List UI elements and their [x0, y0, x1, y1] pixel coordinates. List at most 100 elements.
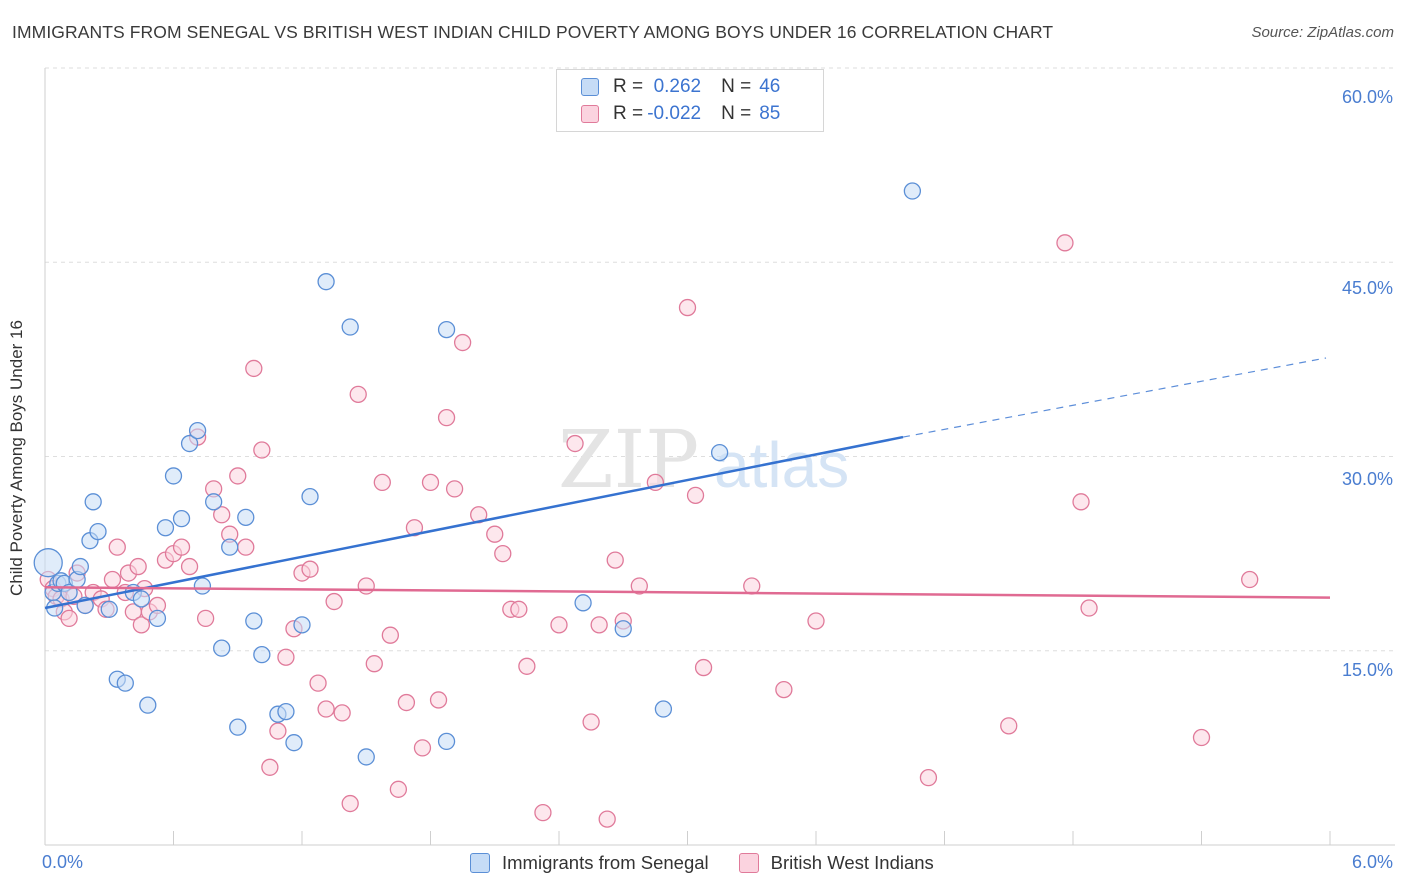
data-point	[317, 700, 335, 718]
data-point	[84, 493, 102, 511]
data-point	[429, 691, 448, 709]
data-point	[775, 680, 793, 699]
data-point	[534, 803, 552, 822]
data-point	[213, 639, 231, 657]
data-point	[269, 722, 287, 740]
data-point	[341, 318, 359, 336]
data-point	[309, 674, 327, 692]
data-point	[1080, 599, 1098, 617]
data-point	[365, 655, 383, 673]
data-point	[139, 696, 157, 714]
data-point	[333, 704, 351, 722]
x-tick-label-min: 0.0%	[42, 852, 84, 872]
data-point	[237, 508, 255, 527]
data-point	[341, 794, 359, 813]
data-point	[453, 333, 472, 352]
r-label: R =	[613, 76, 644, 97]
data-point	[437, 320, 456, 339]
y-tick-label: 60.0%	[1341, 87, 1393, 107]
legend-swatch	[738, 853, 759, 873]
r-value: -0.022	[647, 103, 702, 124]
data-point	[421, 473, 440, 492]
data-point	[582, 713, 600, 731]
legend-item-senegal[interactable]: Immigrants from Senegal	[470, 852, 709, 874]
n-value: 46	[759, 76, 781, 97]
data-point	[180, 557, 199, 576]
data-point	[205, 493, 223, 511]
data-point	[590, 616, 608, 634]
data-point	[196, 609, 215, 628]
data-point	[285, 734, 303, 752]
data-point	[1056, 234, 1074, 252]
data-point	[261, 758, 279, 776]
data-point	[494, 544, 512, 563]
trend-lines	[44, 357, 1331, 610]
data-point	[277, 702, 295, 721]
series-swatch	[581, 105, 599, 123]
data-point	[317, 273, 335, 291]
data-point	[606, 551, 624, 569]
data-point	[678, 298, 697, 317]
data-point	[100, 600, 118, 618]
data-point	[710, 443, 729, 462]
data-point	[510, 600, 528, 618]
data-point	[405, 519, 424, 537]
trend-line-senegal	[44, 435, 904, 610]
data-point	[103, 570, 122, 589]
data-point	[301, 487, 319, 506]
data-point	[614, 620, 632, 638]
data-point	[357, 748, 375, 766]
legend-label: British West Indians	[770, 852, 934, 873]
data-point	[89, 522, 107, 541]
series-immigrants-from-senegal	[33, 182, 922, 766]
legend: Immigrants from Senegal British West Ind…	[470, 852, 964, 874]
data-point	[213, 506, 231, 524]
data-point	[33, 548, 63, 578]
data-point	[694, 658, 713, 677]
data-point	[229, 467, 247, 485]
y-axis-label: Child Poverty Among Boys Under 16	[7, 320, 26, 596]
data-point	[172, 538, 191, 556]
data-point	[172, 510, 191, 528]
data-point	[60, 609, 78, 628]
data-point	[1241, 570, 1259, 589]
data-point	[108, 538, 126, 556]
chart-title: IMMIGRANTS FROM SENEGAL VS BRITISH WEST …	[12, 22, 1054, 42]
y-tick-label: 30.0%	[1341, 469, 1393, 489]
data-point	[277, 648, 295, 666]
data-point	[574, 594, 592, 612]
data-point	[71, 557, 89, 576]
data-point	[349, 385, 367, 403]
data-point	[148, 609, 167, 628]
r-label: R =	[613, 103, 644, 124]
data-point	[630, 577, 648, 595]
stats-row-british-west-indians: R = -0.022 N = 85	[581, 101, 780, 127]
data-point	[1072, 493, 1090, 511]
n-value: 85	[759, 103, 781, 124]
data-point	[903, 182, 922, 200]
data-point	[193, 577, 212, 595]
trend-line-senegal-projection	[902, 357, 1327, 438]
data-point	[486, 525, 504, 543]
data-point	[437, 408, 456, 427]
legend-item-british-west-indians[interactable]: British West Indians	[738, 852, 934, 874]
legend-label: Immigrants from Senegal	[502, 852, 709, 873]
data-point	[164, 467, 183, 485]
legend-swatch	[470, 853, 490, 873]
data-point	[654, 700, 673, 718]
data-point	[237, 538, 255, 556]
data-point	[156, 519, 175, 537]
trend-line-british-west-indians	[44, 586, 1331, 599]
data-point	[229, 718, 247, 736]
data-point	[373, 473, 391, 492]
axes	[44, 68, 1395, 846]
n-label: N =	[721, 103, 752, 124]
data-point	[357, 577, 375, 595]
data-point	[116, 674, 134, 692]
data-point	[221, 538, 239, 556]
data-point	[598, 810, 616, 828]
data-point	[413, 739, 432, 757]
data-point	[132, 590, 151, 608]
data-point	[389, 780, 408, 798]
